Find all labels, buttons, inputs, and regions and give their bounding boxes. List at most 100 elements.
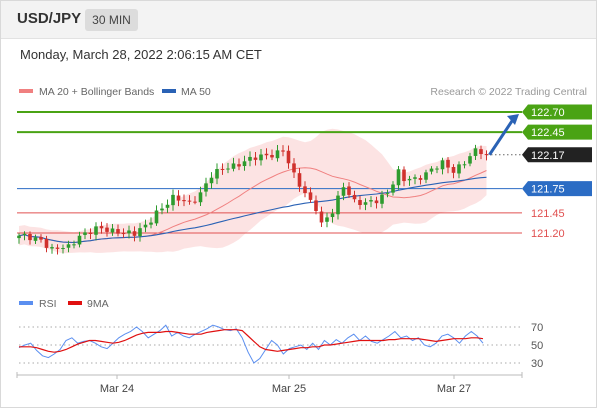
candle-body: [292, 163, 296, 173]
candle-body: [237, 164, 241, 167]
candle: [17, 233, 21, 244]
x-tick-label: Mar 27: [437, 383, 471, 395]
candle-body: [110, 228, 115, 233]
candle-body: [330, 213, 335, 218]
candle: [468, 152, 472, 167]
candle-body: [127, 230, 131, 234]
candle: [319, 206, 324, 228]
candle-body: [336, 195, 340, 215]
candle-body: [435, 168, 439, 170]
candle-body: [209, 177, 214, 184]
candle: [110, 223, 115, 236]
candle: [413, 174, 417, 185]
rsi-line: [18, 324, 484, 364]
candle: [429, 166, 434, 175]
bollinger-legend-swatch: [19, 89, 33, 93]
candle: [259, 148, 263, 166]
candle-body: [253, 157, 258, 160]
candle-body: [231, 163, 236, 169]
candle: [330, 208, 335, 223]
rsi-tick-label: 30: [531, 358, 543, 370]
ma50-legend-swatch: [162, 89, 176, 93]
candle-body: [187, 200, 192, 202]
candle: [138, 223, 142, 242]
candle-body: [429, 168, 434, 172]
level-tag-122.17: [522, 147, 592, 163]
candle: [358, 195, 362, 210]
candle: [105, 223, 109, 237]
rsi-legend: RSI 9MA: [19, 298, 109, 310]
candle: [33, 234, 38, 245]
candle: [292, 158, 296, 179]
candle: [242, 155, 247, 171]
candle-body: [33, 237, 38, 241]
candle: [28, 231, 32, 245]
level-tag-121.75: [522, 181, 592, 197]
candle-body: [308, 192, 313, 200]
candle-body: [385, 193, 390, 195]
candle: [226, 162, 230, 174]
candle-body: [99, 226, 104, 229]
candle: [402, 166, 406, 187]
x-axis: Mar 24 Mar 25 Mar 27: [16, 372, 523, 395]
candle: [160, 203, 164, 215]
candle: [484, 150, 489, 161]
candle: [50, 243, 54, 254]
candle: [303, 181, 307, 198]
candle-body: [182, 200, 186, 202]
candle-body: [220, 168, 225, 170]
x-tick-label: Mar 25: [272, 383, 306, 395]
candle: [270, 149, 274, 161]
candle: [121, 228, 126, 238]
candle: [446, 157, 450, 174]
rsi-legend-swatch: [19, 301, 33, 305]
candle-body: [358, 200, 362, 206]
level-label-121.75: 121.75: [531, 184, 565, 196]
candle: [215, 163, 219, 185]
ma50-legend-label: MA 50: [181, 86, 211, 98]
candle: [88, 228, 93, 240]
candle-body: [407, 178, 412, 181]
candle: [380, 190, 384, 209]
candle-body: [363, 202, 368, 205]
candle-body: [374, 200, 379, 204]
chart-header: USD/JPY 30 MIN: [1, 1, 596, 39]
timeframe-button[interactable]: 30 MIN: [85, 9, 138, 31]
level-tag-122.45: [522, 124, 592, 140]
candle-body: [446, 159, 450, 168]
candle: [182, 194, 186, 207]
rsi-panel: 70 50 30: [18, 322, 543, 370]
candle-body: [77, 235, 82, 245]
candle: [132, 226, 137, 242]
candle-body: [468, 156, 472, 164]
candle-body: [281, 150, 285, 152]
candle-body: [116, 229, 120, 234]
candle: [72, 240, 76, 249]
candle-body: [341, 187, 346, 196]
candle-body: [176, 195, 181, 201]
candle: [193, 196, 197, 205]
candle-body: [165, 204, 170, 208]
candle: [391, 181, 395, 196]
candle: [440, 157, 445, 175]
candle-body: [28, 234, 32, 241]
chart-timestamp: Monday, March 28, 2022 2:06:15 AM CET: [20, 47, 262, 62]
candle-body: [193, 201, 197, 203]
level-label-122.45: 122.45: [531, 127, 565, 139]
candles: [17, 144, 489, 255]
candle: [165, 199, 170, 213]
level-label-122.17: 122.17: [531, 150, 565, 162]
candle: [308, 187, 313, 203]
candle: [418, 175, 423, 185]
candle: [341, 182, 346, 201]
candle: [204, 177, 208, 197]
candle: [286, 145, 291, 169]
candle-body: [473, 148, 478, 156]
candle-body: [451, 166, 456, 173]
candle: [171, 189, 175, 211]
candle: [407, 175, 412, 186]
candle-body: [369, 200, 373, 202]
candle-body: [259, 154, 263, 161]
bollinger-legend-label: MA 20 + Bollinger Bands: [39, 86, 154, 98]
candle-body: [440, 160, 445, 170]
